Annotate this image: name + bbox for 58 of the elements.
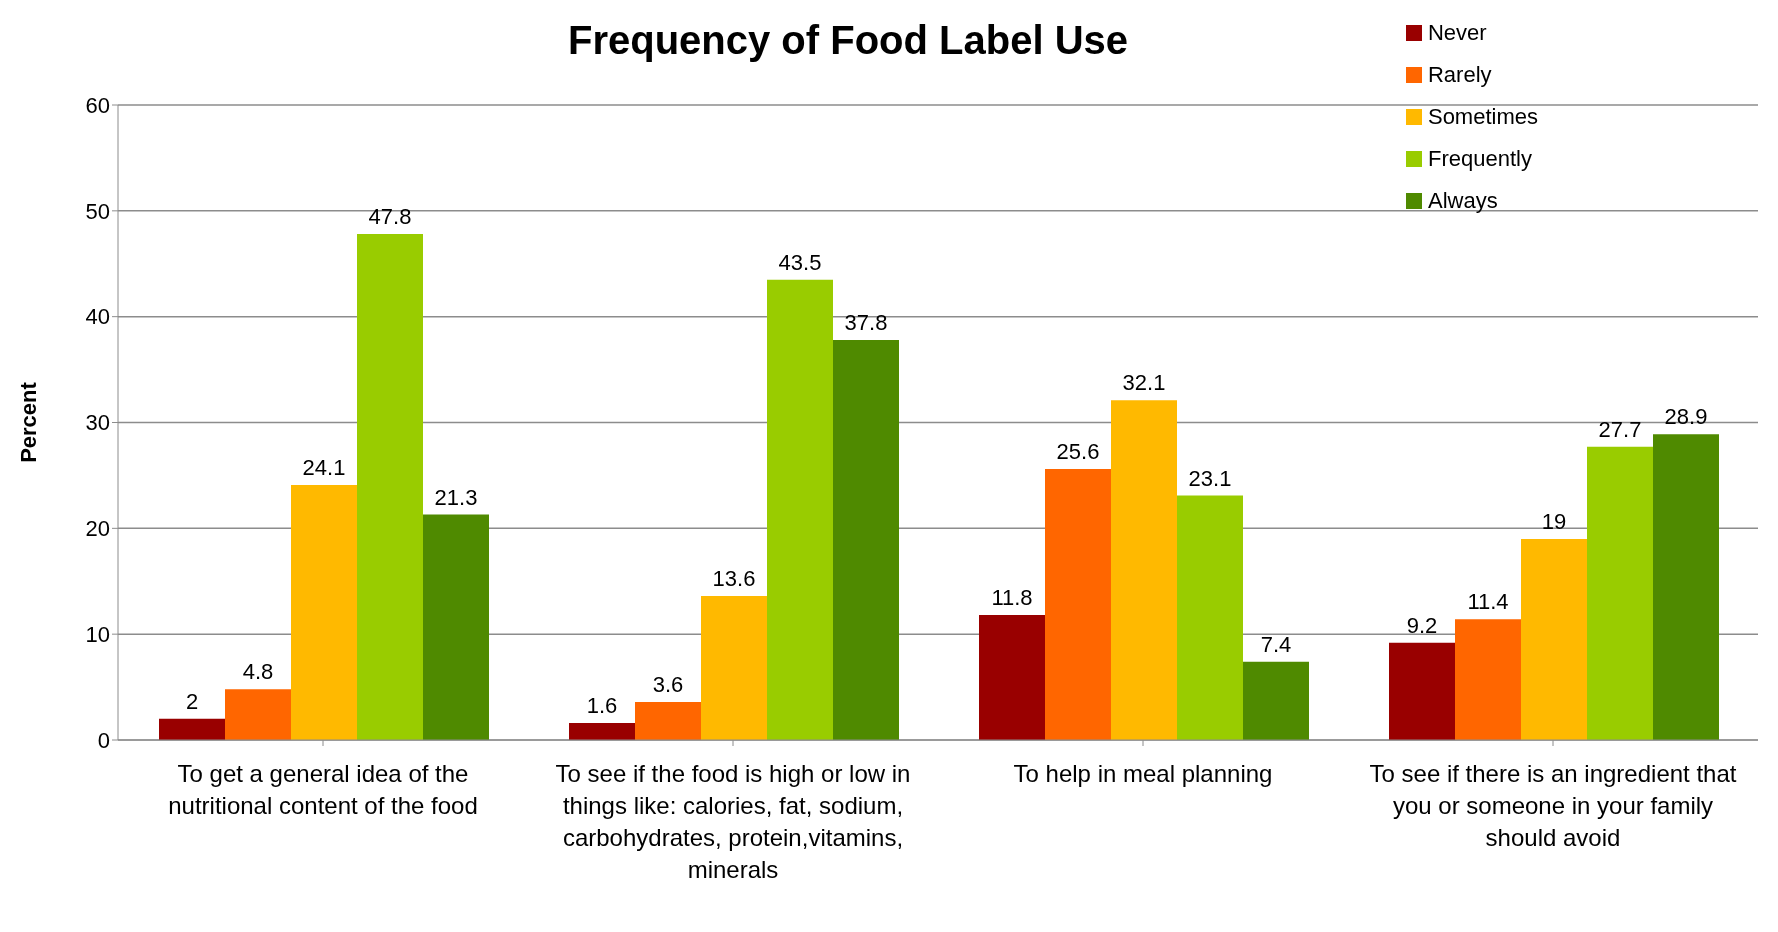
bar — [701, 596, 767, 740]
chart-title: Frequency of Food Label Use — [567, 18, 1129, 62]
data-label: 32.1 — [1122, 370, 1166, 396]
data-label: 37.8 — [844, 309, 888, 335]
bar — [1177, 495, 1243, 740]
data-label: 7.4 — [1260, 631, 1292, 657]
legend-label: Never — [1427, 20, 1487, 46]
bar — [1587, 446, 1653, 740]
bar — [1653, 434, 1719, 740]
data-label: 13.6 — [712, 566, 756, 592]
bar — [357, 234, 423, 740]
data-label: 27.7 — [1598, 416, 1642, 442]
data-label: 9.2 — [1406, 612, 1438, 638]
y-tick-label: 40 — [85, 304, 110, 330]
bar — [1521, 538, 1587, 740]
legend-label: Always — [1427, 188, 1498, 214]
x-tick-label: To help in meal planning — [1013, 760, 1273, 787]
bar — [1111, 400, 1177, 740]
bar — [423, 514, 489, 740]
y-tick-label: 50 — [85, 198, 110, 224]
legend-label: Frequently — [1427, 146, 1532, 172]
x-tick-label: To see if the food is high or low in things like: calories, fat, sodium, carbohydrates, protein,vitamins, minerals — [555, 760, 911, 883]
data-label: 28.9 — [1664, 404, 1708, 430]
data-label: 11.4 — [1467, 589, 1509, 615]
x-tick-label: To get a general idea of the nutritional content of the food — [168, 760, 478, 819]
y-tick-label: 60 — [85, 92, 110, 118]
data-label: 43.5 — [778, 249, 822, 275]
y-tick-label: 20 — [85, 516, 110, 542]
bar — [979, 615, 1045, 740]
bar — [1389, 642, 1455, 740]
bar — [635, 701, 701, 740]
y-tick-label: 0 — [97, 727, 110, 753]
data-label: 4.8 — [242, 659, 274, 685]
data-label: 47.8 — [368, 204, 412, 230]
data-label: 2 — [185, 688, 199, 714]
legend-label: Rarely — [1427, 62, 1492, 88]
bar — [1045, 469, 1111, 740]
y-axis-title: Percent — [15, 381, 41, 463]
bar — [159, 718, 225, 740]
y-tick-label: 30 — [85, 410, 110, 436]
bar — [291, 484, 357, 740]
y-tick-label: 10 — [85, 621, 110, 647]
legend-label: Sometimes — [1427, 104, 1538, 130]
bar — [833, 339, 899, 740]
data-label: 23.1 — [1188, 465, 1232, 491]
bar — [1455, 619, 1521, 740]
x-tick-label: To see if there is an ingredient that you or someone in your family should avoid — [1369, 760, 1737, 851]
bar — [569, 723, 635, 740]
data-label: 24.1 — [302, 454, 346, 480]
data-label: 19 — [1541, 508, 1567, 534]
data-label: 1.6 — [586, 693, 618, 719]
bar — [767, 279, 833, 740]
data-label: 25.6 — [1056, 439, 1100, 465]
data-label: 21.3 — [434, 484, 478, 510]
bar — [1243, 661, 1309, 740]
data-label: 3.6 — [652, 671, 684, 697]
bar — [225, 689, 291, 740]
data-label: 11.8 — [991, 585, 1033, 611]
